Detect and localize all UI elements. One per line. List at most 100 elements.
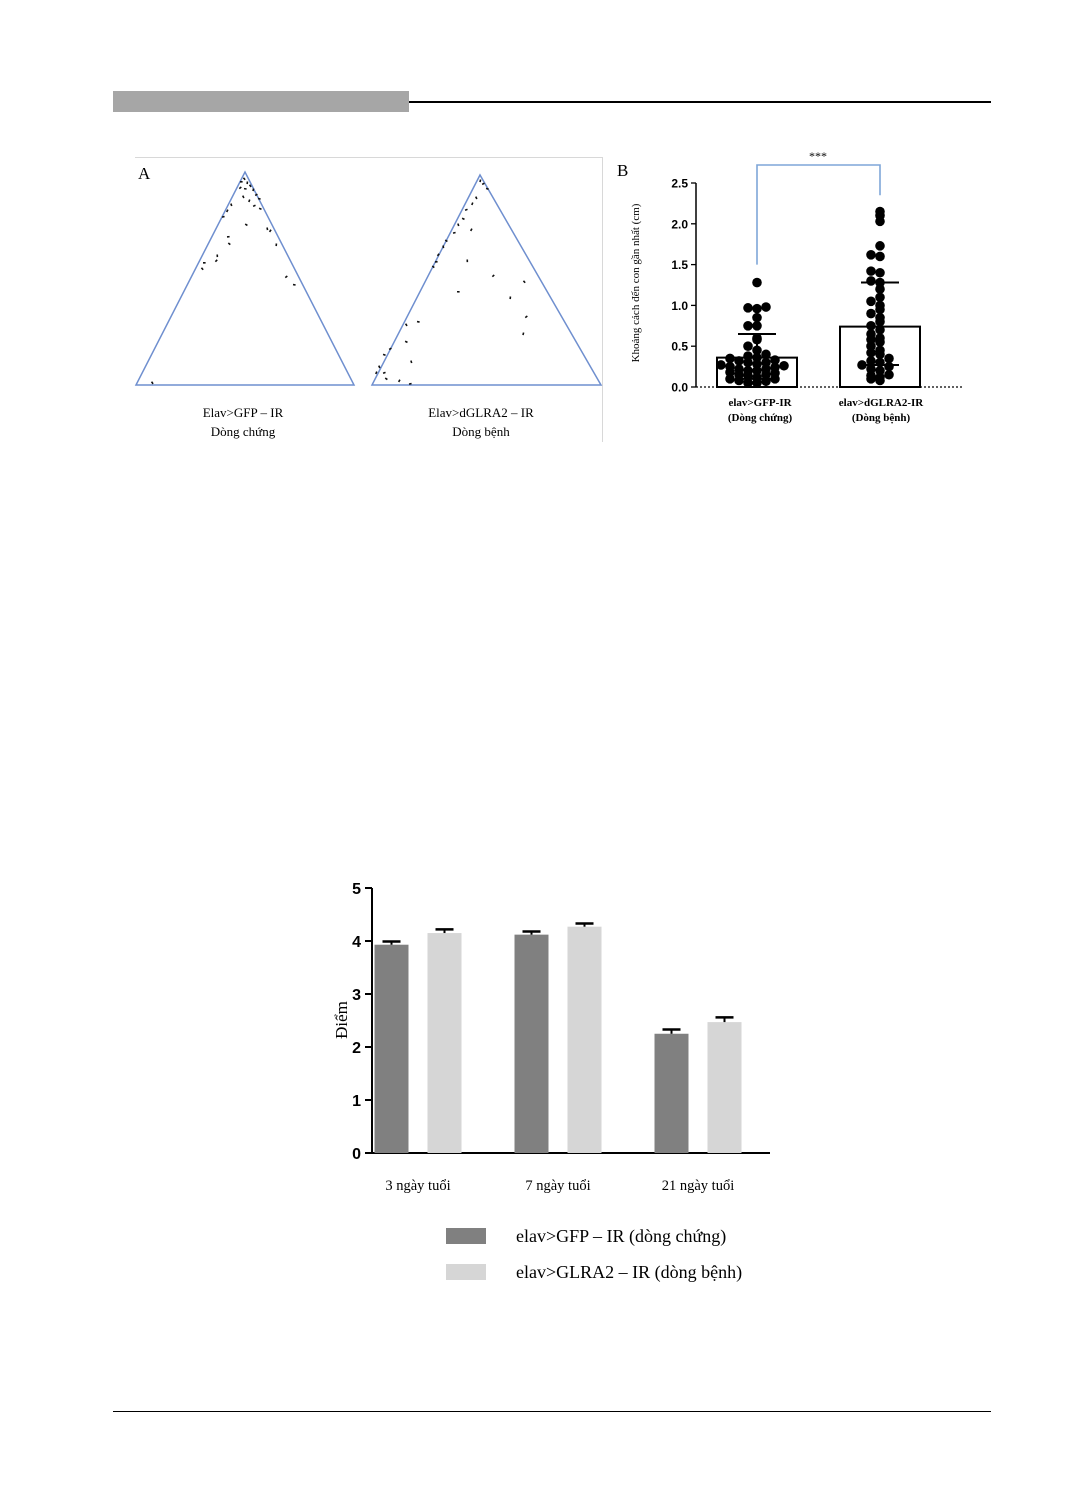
- fly-mark: [471, 202, 474, 206]
- figure-b-point: [866, 276, 876, 286]
- fly-mark: [378, 365, 381, 369]
- figure-c-bar-2-0: [654, 1033, 689, 1153]
- fly-mark: [240, 181, 243, 183]
- fly-mark: [248, 199, 251, 203]
- figure-c-category-label: 3 ngày tuổi: [385, 1178, 450, 1194]
- fly-mark: [252, 204, 256, 208]
- fly-mark: [230, 203, 233, 207]
- figure-b-y-axis-title: Khoảng cách đến con gần nhất (cm): [630, 203, 642, 362]
- fly-mark: [434, 260, 438, 263]
- figure-c-category-label: 21 ngày tuổi: [662, 1178, 735, 1194]
- fly-mark: [226, 235, 230, 238]
- figure-b-significance-bracket: [756, 164, 881, 265]
- figure-b-point: [866, 296, 876, 307]
- figure-b-point: [743, 365, 753, 376]
- footer-rule: [113, 1411, 991, 1412]
- fly-mark: [416, 320, 420, 323]
- figure-c-bar-0-0: [374, 944, 409, 1153]
- group-label-disease-line1: Elav>dGLRA2 – IR: [428, 405, 534, 420]
- fly-mark: [241, 195, 245, 199]
- fly-mark: [214, 259, 218, 263]
- fly-mark: [404, 323, 408, 327]
- figure-b-point: [743, 378, 753, 388]
- figure-b-point: [866, 266, 876, 276]
- figure-b-label: B: [617, 161, 628, 180]
- figure-b-point: [752, 321, 762, 331]
- figure-c-bar-1-1: [567, 926, 602, 1153]
- figure-c-y-axis-title: Điểm: [332, 1001, 351, 1039]
- figure-b-y-tick-label: 2.0: [671, 217, 688, 231]
- figure-b-y-tick-label: 2.5: [671, 177, 688, 191]
- fly-mark: [491, 274, 495, 278]
- figure-c-y-tick-label: 5: [352, 881, 361, 898]
- fly-mark: [382, 353, 386, 356]
- figure-c-legend-swatch-1: [446, 1264, 486, 1280]
- figure-b-y-tick-label: 0.0: [671, 381, 688, 395]
- figure-b-point: [875, 206, 885, 217]
- fly-mark: [375, 371, 378, 375]
- fly-mark: [257, 197, 261, 200]
- figure-b-point: [866, 321, 876, 331]
- figure-b-y-tick-label: 1.5: [671, 258, 688, 272]
- fly-mark: [258, 207, 262, 211]
- fly-mark: [221, 215, 225, 218]
- figure-c-bar-0-1: [427, 933, 462, 1153]
- group-label-control-line1: Elav>GFP – IR: [203, 405, 284, 420]
- figure-b-point: [866, 329, 876, 339]
- figure-b-y-tick-label: 0.5: [671, 340, 688, 354]
- fly-mark: [150, 381, 154, 385]
- fly-mark: [284, 275, 288, 279]
- figure-b-category-1-line1: elav>dGLRA2-IR: [839, 397, 925, 409]
- header-bar: [113, 91, 409, 112]
- fly-mark: [452, 231, 456, 234]
- fly-mark: [466, 259, 469, 263]
- fly-mark: [254, 193, 258, 197]
- figure-b-category-0-line2: (Dòng chứng): [728, 412, 793, 424]
- fly-mark: [202, 261, 206, 264]
- figure-b-point: [743, 341, 753, 351]
- fly-mark: [275, 243, 278, 247]
- fly-mark: [410, 360, 413, 364]
- arena-triangle-0: [134, 170, 356, 386]
- figure-b-point: [875, 365, 885, 376]
- figure-c-legend-swatch-0: [446, 1228, 486, 1244]
- figure-a-panel: A Elav>GFP – IR Dòng chứng Elav>dGLRA2 –…: [134, 157, 603, 442]
- figure-b-point: [866, 356, 876, 366]
- fly-mark: [461, 217, 465, 221]
- fly-mark: [485, 187, 489, 190]
- figure-b-point: [761, 349, 771, 360]
- fly-mark: [292, 283, 296, 286]
- group-label-disease-line2: Dòng bệnh: [452, 424, 510, 439]
- fly-mark: [397, 379, 401, 383]
- figure-c-y-tick-label: 0: [352, 1146, 361, 1163]
- fly-mark: [382, 371, 386, 375]
- fly-mark: [243, 187, 247, 190]
- fly-mark: [244, 223, 248, 227]
- significance-marker: ***: [809, 149, 827, 163]
- figure-b-y-tick-label: 1.0: [671, 299, 688, 313]
- figure-b-point: [770, 355, 780, 365]
- figure-b-point: [734, 356, 744, 366]
- header-rule: [409, 101, 991, 103]
- fly-mark: [509, 296, 512, 300]
- figure-b-point: [743, 303, 753, 313]
- fly-mark: [431, 265, 435, 269]
- figure-b-point: [752, 312, 762, 323]
- figure-b-point: [734, 364, 744, 374]
- figure-b-point: [884, 353, 894, 364]
- fly-mark: [242, 177, 246, 181]
- figure-b-point: [866, 364, 876, 374]
- figure-c-y-tick-label: 2: [352, 1040, 361, 1057]
- figure-b-point: [716, 360, 726, 370]
- fly-mark: [479, 179, 482, 183]
- fly-mark: [444, 239, 448, 243]
- figure-c-bar-1-0: [514, 934, 549, 1153]
- figure-c-y-tick-label: 4: [352, 934, 361, 951]
- arena-triangle-1: [370, 173, 603, 386]
- fly-mark: [522, 332, 525, 336]
- fly-mark: [388, 347, 392, 351]
- figure-c-category-label: 7 ngày tuổi: [525, 1178, 590, 1194]
- figure-c-y-tick-label: 3: [352, 987, 361, 1004]
- fly-mark: [456, 290, 460, 293]
- fly-mark: [464, 208, 468, 212]
